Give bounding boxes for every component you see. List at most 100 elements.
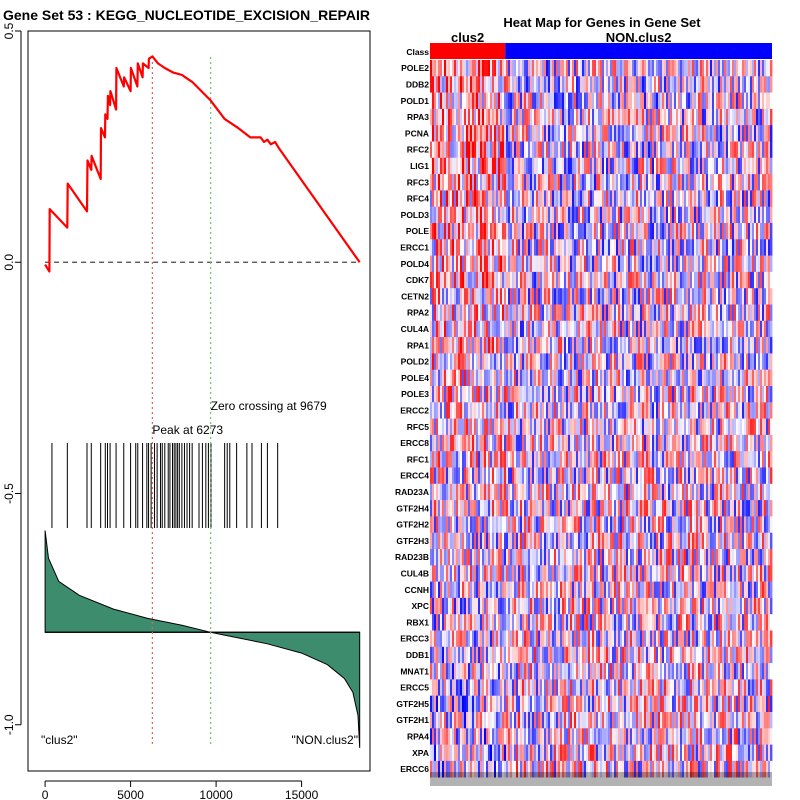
heat-cell xyxy=(690,239,693,256)
heat-cell xyxy=(758,500,761,517)
heat-cell xyxy=(734,337,737,354)
heat-cell xyxy=(576,337,579,354)
heat-cell xyxy=(526,451,529,468)
heat-cell xyxy=(436,141,439,159)
heat-cell xyxy=(556,288,559,305)
heat-cell xyxy=(680,369,683,387)
heat-cell xyxy=(458,125,461,142)
heat-cell xyxy=(762,92,765,110)
heat-cell xyxy=(590,255,593,273)
heat-cell xyxy=(762,174,765,191)
heat-cell xyxy=(626,174,629,191)
heat-cell xyxy=(684,402,687,419)
heat-cell xyxy=(462,418,465,436)
heat-cell xyxy=(742,255,745,273)
heat-cell xyxy=(496,483,499,501)
heat-cell xyxy=(696,320,699,338)
heat-cell xyxy=(540,353,543,370)
heat-cell xyxy=(628,190,631,207)
heat-cell xyxy=(580,108,583,126)
heat-cell xyxy=(746,418,749,436)
heat-cell xyxy=(474,451,477,468)
heat-cell xyxy=(448,60,451,77)
heat-cell xyxy=(614,239,617,256)
heat-cell xyxy=(670,255,673,273)
heat-cell xyxy=(768,483,771,501)
heat-cell xyxy=(728,223,731,240)
heat-cell xyxy=(738,239,741,256)
heat-cell xyxy=(744,60,747,77)
heat-cell xyxy=(532,206,535,224)
heat-cell xyxy=(466,451,469,468)
heat-cell xyxy=(538,190,541,207)
heat-cell xyxy=(756,320,759,338)
heat-cell xyxy=(662,516,665,533)
heat-cell xyxy=(436,353,439,370)
heat-cell xyxy=(654,157,657,175)
heat-cell xyxy=(742,467,745,485)
heat-cell xyxy=(740,402,743,419)
heat-cell xyxy=(538,337,541,354)
heat-cell xyxy=(766,500,769,517)
heat-cell xyxy=(598,76,601,93)
heat-cell xyxy=(638,304,641,322)
heat-cell xyxy=(652,320,655,338)
heat-cell xyxy=(448,223,451,240)
heat-cell xyxy=(550,255,553,273)
heat-cell xyxy=(630,337,633,354)
heat-cell xyxy=(602,206,605,224)
heat-cell xyxy=(522,174,525,191)
heat-cell xyxy=(652,141,655,159)
heat-cell xyxy=(440,141,443,159)
heat-cell xyxy=(464,369,467,387)
heat-cell xyxy=(692,386,695,403)
heat-cell xyxy=(504,434,507,452)
heat-cell xyxy=(732,190,735,207)
heat-cell xyxy=(496,500,499,517)
heat-cell xyxy=(570,239,573,256)
heat-cell xyxy=(690,108,693,126)
heat-cell xyxy=(608,386,611,403)
heat-cell xyxy=(672,451,675,468)
heat-cell xyxy=(738,108,741,126)
heat-cell xyxy=(482,467,485,485)
heat-cell xyxy=(628,467,631,485)
heat-cell xyxy=(768,76,771,93)
heat-cell xyxy=(550,386,553,403)
heat-cell xyxy=(646,434,649,452)
heat-cell xyxy=(656,157,659,175)
heat-cell xyxy=(438,288,441,305)
heat-cell xyxy=(454,369,457,387)
heat-cell xyxy=(734,500,737,517)
heat-cell xyxy=(444,255,447,273)
heat-cell xyxy=(438,92,441,110)
heat-cell xyxy=(696,60,699,77)
heat-cell xyxy=(640,223,643,240)
heat-cell xyxy=(734,386,737,403)
heat-cell xyxy=(690,304,693,322)
heat-cell xyxy=(718,402,721,419)
heat-cell xyxy=(476,418,479,436)
heat-cell xyxy=(508,190,511,207)
heat-cell xyxy=(566,320,569,338)
heat-cell xyxy=(662,418,665,436)
heat-cell xyxy=(726,108,729,126)
heat-cell xyxy=(578,434,581,452)
heat-cell xyxy=(448,402,451,419)
heat-cell xyxy=(542,451,545,468)
heat-cell xyxy=(662,255,665,273)
heat-cell xyxy=(768,60,771,77)
heat-cell xyxy=(636,288,639,305)
heat-cell xyxy=(464,320,467,338)
heat-cell xyxy=(482,500,485,517)
heat-cell xyxy=(538,108,541,126)
heat-cell xyxy=(756,500,759,517)
heat-cell xyxy=(688,223,691,240)
heat-cell xyxy=(438,157,441,175)
heat-cell xyxy=(642,271,645,289)
heat-cell xyxy=(482,92,485,110)
heat-cell xyxy=(526,141,529,159)
heat-cell xyxy=(512,60,515,77)
heat-cell xyxy=(502,467,505,485)
heat-cell xyxy=(540,418,543,436)
